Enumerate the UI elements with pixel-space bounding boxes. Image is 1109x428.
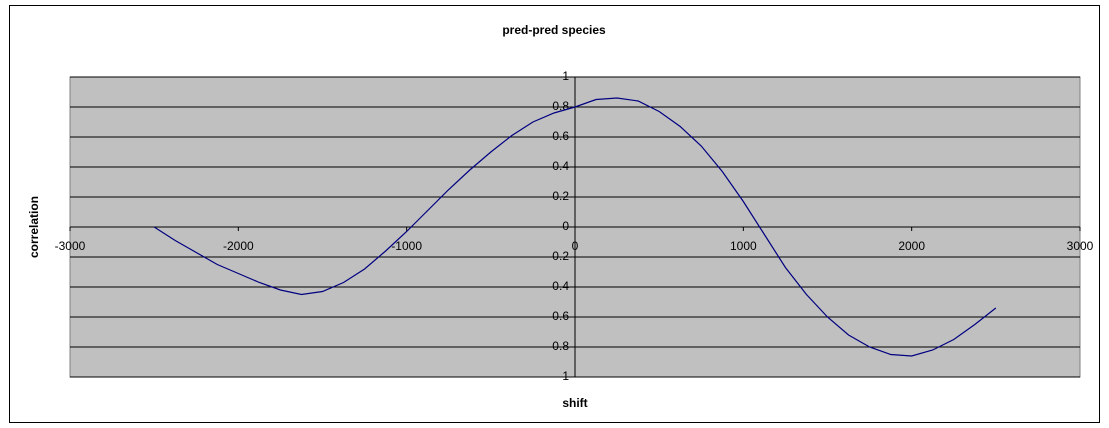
- y-tick-label: 0.4: [552, 159, 569, 173]
- y-tick-label: 0.2: [552, 189, 569, 203]
- data-line: [153, 97, 997, 357]
- y-tick-label: 0: [562, 219, 569, 233]
- y-tick-label: -0.4: [548, 279, 569, 293]
- chart-title: pred-pred species: [502, 23, 606, 37]
- y-tick-label: 0.6: [552, 129, 569, 143]
- y-tick-label: -1: [558, 369, 569, 383]
- x-axis-label: shift: [562, 396, 587, 410]
- y-tick-label: -0.6: [548, 309, 569, 323]
- y-tick-label: 1: [562, 69, 569, 83]
- x-tick-label: 3000: [1067, 239, 1094, 253]
- x-tick-label: -3000: [55, 239, 86, 253]
- x-tick-label: -1000: [391, 239, 422, 253]
- x-tick-label: -2000: [223, 239, 254, 253]
- y-tick-label: -0.8: [548, 339, 569, 353]
- y-axis-label: correlation: [27, 196, 41, 258]
- y-tick-label: -0.2: [548, 249, 569, 263]
- x-tick-label: 1000: [730, 239, 757, 253]
- x-tick-label: 2000: [898, 239, 925, 253]
